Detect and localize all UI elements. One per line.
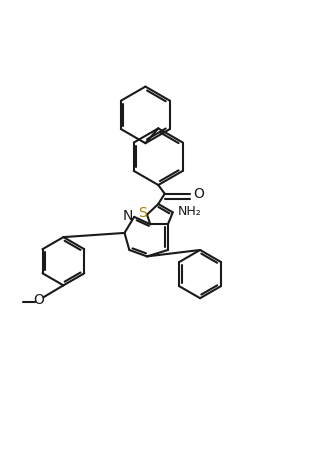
Text: O: O: [194, 187, 204, 201]
Text: NH₂: NH₂: [178, 205, 201, 218]
Text: O: O: [33, 293, 44, 308]
Text: N: N: [122, 209, 133, 223]
Text: S: S: [138, 206, 147, 220]
